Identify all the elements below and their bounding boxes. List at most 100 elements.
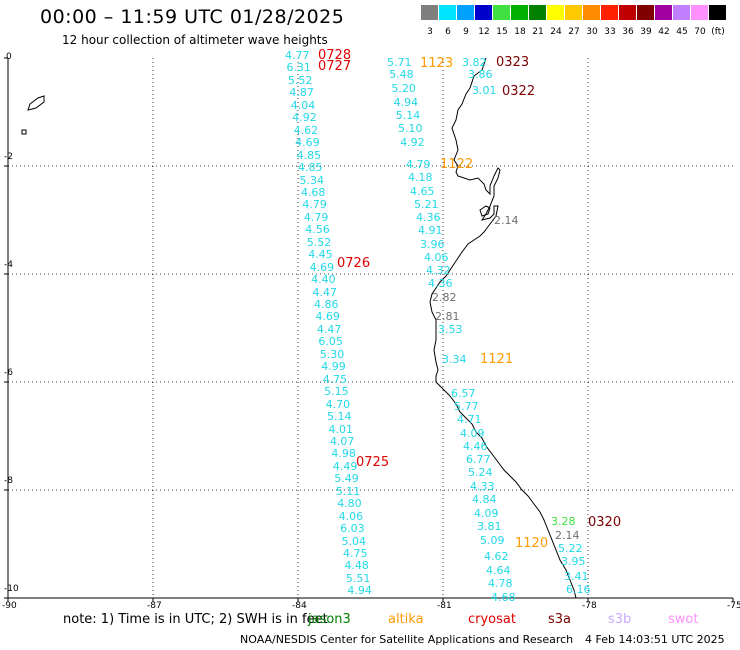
colorbar-swatch	[637, 5, 654, 20]
gulf-island	[479, 205, 491, 217]
colorbar-swatch	[493, 5, 510, 20]
wave-height-value: 4.69	[295, 136, 320, 150]
wave-height-value: 6.77	[466, 453, 491, 466]
colorbar-label: 6	[445, 27, 451, 37]
wave-height-value: 4.18	[408, 171, 433, 184]
pass-time-label: 0726	[337, 256, 371, 271]
wave-height-value: 4.98	[331, 447, 356, 461]
x-axis-tick-label: -75	[727, 601, 740, 611]
wave-height-value: 3.81	[477, 520, 502, 533]
wave-height-value: 5.52	[306, 235, 332, 249]
pass-time-label: 0727	[318, 59, 352, 74]
wave-height-value: 4.68	[491, 591, 516, 604]
colorbar-swatch	[709, 5, 726, 20]
wave-height-value: 4.46	[463, 440, 488, 453]
colorbar-label: 12	[478, 27, 490, 37]
colorbar-label: 30	[586, 27, 598, 37]
pass-time-label: 0323	[496, 55, 530, 70]
colorbar-label: 45	[676, 27, 688, 37]
colorbar-swatch	[439, 5, 456, 20]
wave-height-value: 5.15	[324, 385, 349, 399]
pass-time-label: 1120	[515, 536, 549, 551]
wave-height-value: 4.79	[406, 158, 431, 171]
wave-height-value: 3.34	[442, 353, 467, 366]
wave-height-value: 4.92	[292, 111, 317, 125]
colorbar-swatch	[655, 5, 672, 20]
wave-height-value: 3.82	[462, 56, 487, 69]
wave-height-value: 4.07	[329, 434, 355, 448]
wave-height-value: 4.70	[325, 397, 351, 411]
colorbar-label: 33	[604, 27, 616, 37]
wave-height-value: 5.48	[389, 68, 414, 81]
colorbar-swatch	[547, 5, 564, 20]
colorbar-swatch	[565, 5, 582, 20]
wave-height-value: 4.65	[410, 185, 435, 198]
legend-item-swot: swot	[668, 612, 699, 627]
wave-height-value: 4.84	[472, 493, 497, 506]
wave-height-value: 4.99	[321, 360, 346, 374]
wave-height-value: 4.62	[484, 550, 509, 563]
x-axis-tick-label: -84	[292, 601, 307, 611]
chart-subtitle: 12 hour collection of altimeter wave hei…	[62, 33, 328, 47]
colorbar-label: 70	[694, 27, 706, 37]
wave-height-value: 5.04	[341, 534, 367, 548]
colorbar-swatch	[691, 5, 708, 20]
wave-height-value: 5.10	[398, 122, 423, 135]
wave-height-value: 5.22	[558, 542, 583, 555]
wave-height-value: 4.01	[328, 422, 354, 436]
wave-height-value: 6.31	[286, 61, 311, 75]
wave-height-value: 6.57	[451, 387, 476, 400]
y-axis-tick-label: -4	[4, 260, 13, 270]
wave-height-value: 5.77	[454, 400, 479, 413]
coastline-path	[429, 57, 577, 599]
colorbar-swatch	[421, 5, 438, 20]
colorbar-label: 36	[622, 27, 634, 37]
colorbar-swatch	[457, 5, 474, 20]
wave-height-value: 5.09	[480, 534, 505, 547]
wave-height-value: 4.69	[315, 310, 340, 324]
colorbar-swatch	[601, 5, 618, 20]
pass-time-label: 0322	[502, 84, 536, 99]
y-axis-tick-label: 0	[6, 52, 12, 62]
wave-height-value: 4.79	[303, 210, 329, 224]
wave-height-value: 5.21	[414, 198, 439, 211]
wave-height-value: 4.49	[332, 459, 358, 473]
wave-height-value: 4.36	[428, 277, 453, 290]
y-axis-tick-label: -2	[4, 152, 13, 162]
wave-height-value: 4.04	[290, 98, 316, 112]
y-axis-tick-label: -8	[4, 476, 13, 486]
legend-item-s3a: s3a	[548, 612, 572, 627]
wave-height-value: 5.52	[287, 73, 313, 87]
pass-time-label: 1122	[440, 157, 474, 172]
wave-height-value: 4.36	[416, 211, 441, 224]
legend-item-jason3: jason3	[308, 612, 351, 627]
wave-height-value: 2.14	[494, 214, 519, 227]
wave-height-value: 4.68	[300, 185, 326, 199]
wave-height-value: 5.71	[387, 56, 412, 69]
wave-height-value: 4.75	[343, 547, 368, 560]
colorbar-label: (ft)	[711, 27, 725, 37]
legend-item-cryosat: cryosat	[468, 612, 516, 627]
wave-height-value: 6.03	[340, 522, 365, 536]
wave-height-value: 4.56	[305, 223, 330, 237]
wave-height-value: 2.14	[555, 529, 580, 542]
coastline	[21, 57, 577, 599]
colorbar-label: 39	[640, 27, 652, 37]
pass-time-label: 0320	[588, 515, 622, 530]
wave-height-value: 4.78	[488, 577, 513, 590]
wave-height-value: 5.20	[391, 82, 416, 95]
wave-height-value: 4.94	[393, 96, 419, 109]
wave-height-value: 4.92	[400, 136, 425, 149]
wave-height-value: 5.34	[299, 173, 325, 187]
chart-title: 00:00 – 11:59 UTC 01/28/2025	[40, 6, 345, 28]
wave-height-value: 4.47	[312, 285, 338, 299]
wave-height-value: 4.86	[314, 298, 339, 311]
x-axis-tick-label: -90	[2, 601, 17, 611]
wave-height-value: 2.81	[435, 310, 460, 323]
colorbar-label: 18	[514, 27, 526, 37]
wave-height-value: 4.94	[347, 584, 372, 598]
wave-height-value: 4.85	[298, 161, 323, 175]
wave-height-value: 4.64	[486, 564, 511, 577]
wave-height-value: 4.77	[285, 49, 310, 62]
